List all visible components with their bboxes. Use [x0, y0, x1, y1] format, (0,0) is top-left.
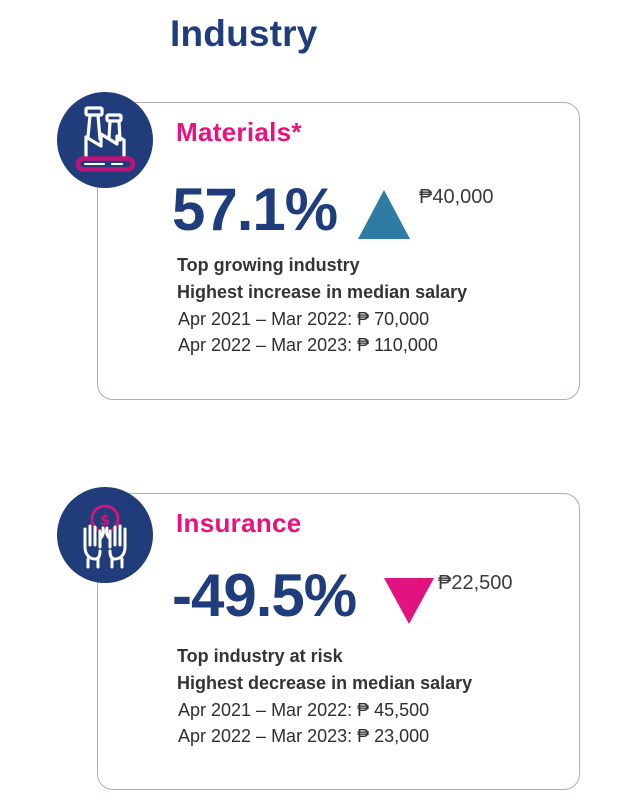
trend-down-icon [384, 578, 434, 624]
salary-change-amount: ₱22,500 [438, 572, 513, 594]
hands-coin-icon: $ [57, 487, 153, 583]
card-materials: Materials* 57.1% ₱40,000 Top growing ind… [97, 102, 580, 400]
period-line-2022: Apr 2022 – Mar 2023: ₱ 110,000 [178, 335, 438, 355]
salary-change-amount: ₱40,000 [419, 186, 494, 208]
percent-change: 57.1% [172, 176, 338, 243]
headline-risk: Top industry at risk [177, 646, 343, 666]
dollar-sign: $ [100, 511, 110, 529]
percent-change: -49.5% [172, 562, 357, 629]
factory-icon [57, 92, 153, 188]
headline-salary: Highest decrease in median salary [177, 673, 473, 693]
page-title: Industry [170, 13, 318, 54]
industry-name: Insurance [176, 508, 302, 538]
headline-salary: Highest increase in median salary [177, 282, 468, 302]
trend-up-icon [358, 190, 410, 239]
period-line-2022: Apr 2022 – Mar 2023: ₱ 23,000 [178, 726, 430, 746]
card-insurance: Insurance -49.5% ₱22,500 Top industry at… [97, 493, 580, 790]
industry-name: Materials* [176, 117, 302, 147]
period-line-2021: Apr 2021 – Mar 2022: ₱ 70,000 [178, 309, 430, 329]
headline-growth: Top growing industry [177, 255, 360, 275]
period-line-2021: Apr 2021 – Mar 2022: ₱ 45,500 [178, 700, 430, 720]
